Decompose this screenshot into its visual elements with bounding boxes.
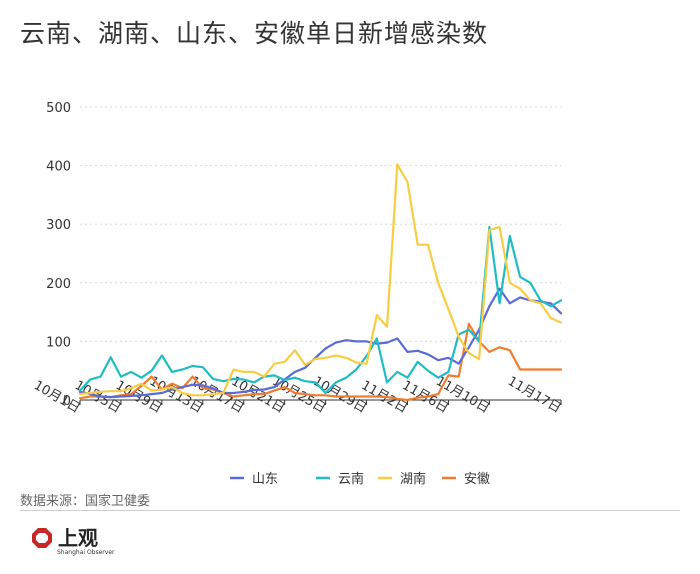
y-tick-label: 500 (46, 101, 71, 116)
x-tick-label: 10月1日 (31, 378, 83, 416)
legend-label: 湖南 (400, 471, 426, 487)
y-tick-label: 400 (46, 160, 71, 175)
y-axis: 0 100 200 300 400 500 (46, 101, 71, 409)
logo-name: 上观 (58, 526, 98, 550)
chart-title: 云南、湖南、山东、安徽单日新增感染数 (20, 19, 489, 48)
logo-subtitle: Shanghai Observer (57, 549, 115, 556)
y-tick-label: 200 (46, 277, 71, 292)
legend: 山东 云南 湖南 安徽 (230, 471, 490, 487)
y-tick-label: 100 (46, 335, 71, 350)
x-tick-label: 11月17日 (505, 374, 564, 417)
y-tick-label: 0 (63, 394, 71, 409)
legend-label: 云南 (338, 471, 364, 487)
legend-label: 山东 (252, 472, 278, 487)
data-source: 数据来源：国家卫健委 (20, 494, 151, 509)
legend-label: 安徽 (464, 472, 490, 487)
series-line-云南 (78, 226, 563, 395)
series-line-湖南 (78, 163, 563, 397)
shanghai-observer-logo-icon (32, 528, 52, 548)
series-lines (78, 163, 563, 402)
y-tick-label: 300 (46, 218, 71, 233)
line-chart: 0 100 200 300 400 500 10月1日10月5日10月9日10月13日10… (31, 101, 564, 487)
footer-divider (20, 510, 680, 511)
x-axis: 10月1日10月5日10月9日10月13日10月17日10月21日10月25日1… (31, 374, 564, 417)
